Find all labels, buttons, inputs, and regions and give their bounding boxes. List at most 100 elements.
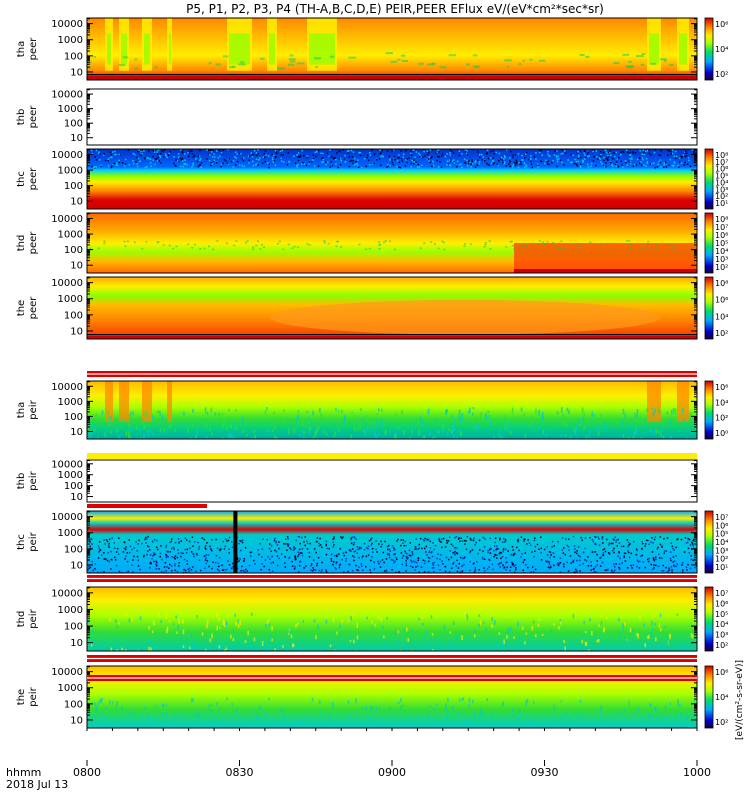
ytick-label: 100 (64, 51, 83, 62)
panel-tha-peir: tha peir 10000 1000 100 10 10⁶ 10⁴ 10² 10⁰ (16, 380, 728, 440)
ytick-label: 10000 (51, 382, 83, 393)
colorbar-tick-label: 10⁶ (715, 521, 728, 530)
colorbar-tick-label: 10⁶ (715, 20, 728, 29)
colorbar-tick-label: 10⁶ (715, 668, 728, 677)
ytick-label: 100 (64, 412, 83, 423)
colorbar (704, 510, 714, 574)
panel-ylabel-probe: thb (16, 109, 27, 126)
colorbar-tick-label: 10⁸ (715, 151, 728, 160)
panel-ylabel-probe: thd (16, 235, 27, 252)
ytick-label: 1000 (58, 104, 83, 115)
colorbar (704, 276, 714, 340)
ytick-label: 10000 (51, 512, 83, 523)
colorbar-tick-label: 10² (715, 718, 728, 727)
panel-ylabel-probe: the (16, 300, 27, 316)
colorbar-tick-label: 10² (715, 70, 728, 79)
ytick-label: 10 (70, 261, 83, 272)
panel-ylabel-species: peir (28, 399, 39, 419)
colorbar-tick-label: 10⁵ (715, 530, 728, 539)
panel-frame (86, 586, 698, 652)
ytick-label: 10000 (51, 214, 83, 225)
colorbar (704, 586, 714, 652)
colorbar-tick-label: 10² (715, 329, 728, 338)
panel-image (87, 149, 697, 209)
ytick-label: 10000 (51, 90, 83, 101)
colorbar-tick-label: 10⁴ (715, 178, 728, 187)
panel-frame (86, 88, 698, 146)
ytick-label: 100 (64, 181, 83, 192)
panel-ylabel-species: peir (28, 531, 39, 551)
colorbar-tick-label: 10⁵ (715, 610, 728, 619)
band-white-line (87, 677, 697, 679)
colorbar-tick-label: 10² (715, 555, 728, 564)
colorbar-tick-label: 10² (715, 192, 728, 201)
colorbar-tick-label: 10³ (715, 185, 728, 194)
ytick-label: 1000 (58, 294, 83, 305)
time-tick-label: 0930 (531, 766, 559, 779)
ytick-label: 10 (70, 427, 83, 438)
time-tick-label: 0900 (378, 766, 406, 779)
panel-image (87, 460, 697, 502)
panel-ylabel-species: peer (28, 167, 39, 191)
ytick-label: 10 (70, 326, 83, 337)
date-label: 2018 Jul 13 (6, 778, 68, 791)
panel-ylabel-species: peir (28, 608, 39, 628)
colorbar-tick-label: 10² (715, 263, 728, 272)
band-white-line (87, 657, 697, 660)
ytick-label: 10000 (51, 278, 83, 289)
panel-ylabel-species: peer (28, 105, 39, 129)
panel-image (87, 277, 697, 339)
colorbar-tick-label: 10⁸ (715, 279, 728, 288)
ytick-label: 1000 (58, 605, 83, 616)
ytick-label: 10 (70, 715, 83, 726)
ytick-label: 1000 (58, 166, 83, 177)
ytick-label: 100 (64, 544, 83, 555)
panel-frame (86, 510, 698, 574)
panel-ylabel-probe: the (16, 689, 27, 705)
panel-ylabel-probe: thc (16, 534, 27, 550)
panel-the-peer: the peer 10000 1000 100 10 10⁸ 10⁶ 10⁴ 10² (16, 276, 728, 340)
ytick-label: 10 (70, 67, 83, 78)
colorbar-tick-label: 10⁷ (715, 513, 728, 522)
colorbar-tick-label: 10⁷ (715, 223, 728, 232)
colorbar-tick-label: 10⁷ (715, 589, 728, 598)
time-tick-label: 0830 (226, 766, 254, 779)
panel-ylabel-species: peer (28, 37, 39, 61)
colorbar-units-label: [eV/(cm²-s-sr-eV)] (735, 660, 745, 740)
colorbar (704, 212, 714, 274)
ytick-label: 1000 (58, 683, 83, 694)
panel-ylabel-probe: tha (16, 402, 27, 418)
ytick-label: 100 (64, 245, 83, 256)
time-axis: hhmm 2018 Jul 13 0800 0830 0900 0930 1000 (6, 728, 711, 791)
colorbar-tick-label: 10¹ (715, 563, 728, 572)
colorbar-tick-label: 10⁶ (715, 599, 728, 608)
colorbar-tick-label: 10³ (715, 255, 728, 264)
panel-image (87, 381, 697, 439)
ytick-label: 1000 (58, 397, 83, 408)
colorbar-tick-label: 10⁴ (715, 247, 728, 256)
ytick-label: 1000 (58, 528, 83, 539)
colorbar (704, 665, 714, 729)
colorbar (704, 380, 714, 440)
panel-image (87, 89, 697, 145)
panel-frame (86, 17, 698, 81)
colorbar-tick-label: 10⁷ (715, 158, 728, 167)
ytick-label: 100 (64, 622, 83, 633)
ytick-label: 10000 (51, 588, 83, 599)
ytick-label: 10 (70, 133, 83, 144)
panel-ylabel-probe: tha (16, 41, 27, 57)
ytick-label: 10 (70, 197, 83, 208)
time-axis-label: hhmm (6, 766, 41, 779)
band-red-short (87, 504, 207, 508)
colorbar-tick-label: 10⁴ (715, 312, 728, 321)
ytick-label: 1000 (58, 35, 83, 46)
ytick-label: 10000 (51, 19, 83, 30)
ytick-label: 1000 (58, 470, 83, 481)
panel-frame (86, 276, 698, 340)
panel-ylabel-probe: thc (16, 171, 27, 187)
ytick-label: 10000 (51, 459, 83, 470)
